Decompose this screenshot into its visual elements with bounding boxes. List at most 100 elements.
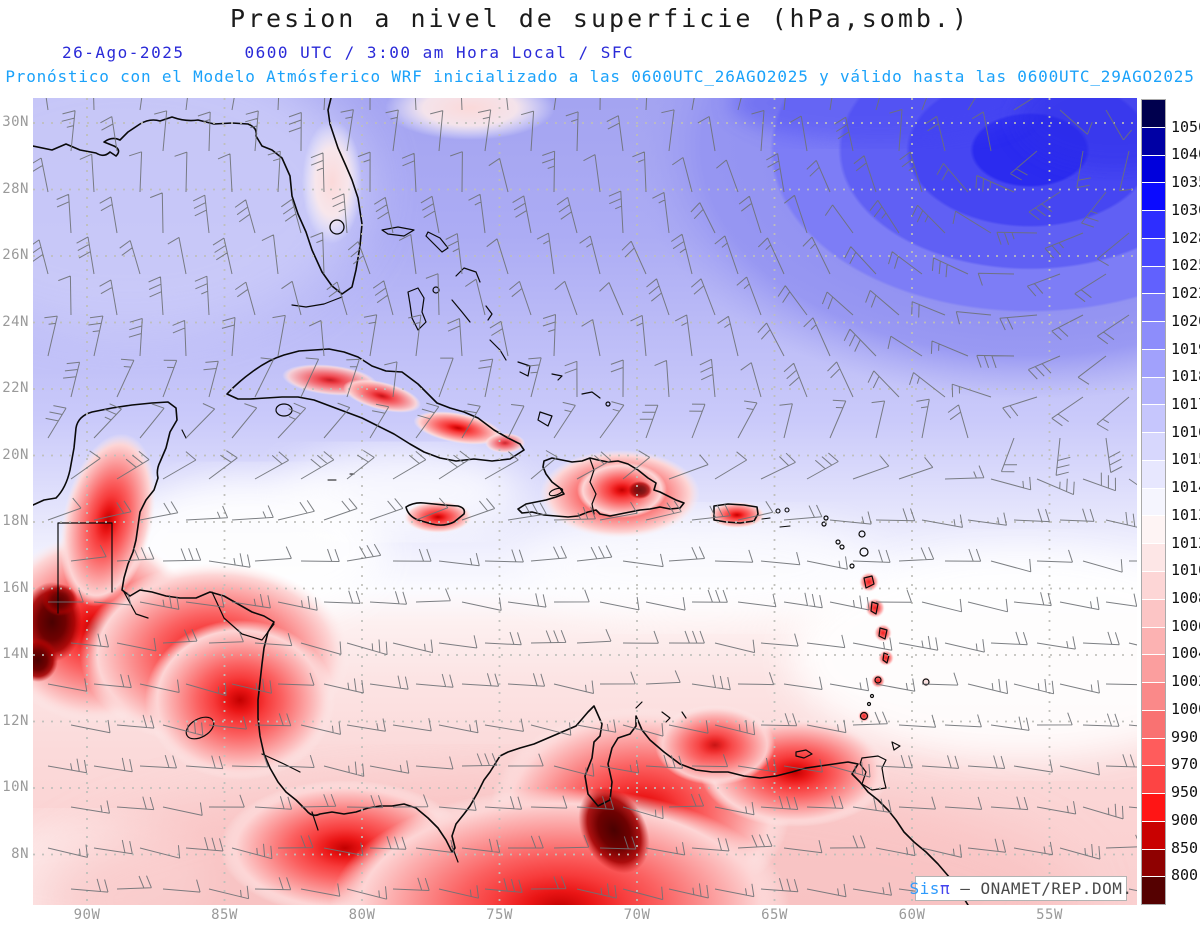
colorbar-segment — [1142, 322, 1165, 349]
lon-label: 70W — [623, 907, 651, 923]
colorbar-tick-label: 1015 — [1171, 450, 1200, 469]
pressure-colorbar — [1141, 99, 1166, 905]
coast-hispaniola — [517, 457, 685, 518]
lon-label: 65W — [761, 907, 788, 923]
colorbar-tick-label: 1013 — [1171, 505, 1200, 524]
lon-label: 85W — [211, 907, 238, 923]
page-title: Presion a nivel de superficie (hPa,somb.… — [229, 4, 971, 33]
watermark-text: – ONAMET/REP.DOM. — [950, 879, 1133, 898]
brand-sis: Sis — [909, 879, 940, 898]
colorbar-segment — [1142, 294, 1165, 322]
colorbar-segment — [1142, 849, 1165, 877]
colorbar-segment — [1142, 627, 1165, 655]
colorbar-tick-label: 1008 — [1171, 589, 1200, 608]
colorbar-segment — [1142, 349, 1165, 377]
watermark-badge: Sis π – ONAMET/REP.DOM. — [910, 876, 1132, 901]
colorbar-segment — [1142, 738, 1165, 766]
colorbar-tick-label: 1040 — [1171, 145, 1200, 164]
lat-label: 26N — [2, 247, 29, 263]
colorbar-segment — [1142, 488, 1165, 516]
run-date: 26-Ago-2025 — [62, 43, 185, 62]
borders-central-america — [57, 522, 459, 863]
colorbar-segment — [1142, 794, 1165, 821]
lat-label: 10N — [2, 779, 29, 795]
lat-label: 30N — [2, 114, 29, 130]
coastlines-layer — [33, 98, 969, 905]
colorbar-segment — [1142, 766, 1165, 794]
lat-label: 16N — [2, 579, 29, 596]
lon-label: 90W — [73, 907, 101, 923]
colorbar-segment — [1142, 433, 1165, 460]
pressure-map — [33, 98, 1137, 905]
colorbar-segment — [1142, 710, 1165, 738]
colorbar-tick-label: 1016 — [1171, 422, 1200, 441]
bahamas — [381, 226, 611, 427]
colorbar-tick-label: 1035 — [1171, 173, 1200, 192]
trinidad-tobago-abc — [635, 701, 901, 791]
lon-label: 75W — [486, 907, 513, 923]
lat-label: 12N — [2, 712, 29, 729]
colorbar-segment — [1142, 599, 1165, 627]
colorbar-tick-label: 1014 — [1171, 478, 1200, 497]
lon-label: 60W — [898, 907, 926, 923]
colorbar-segment — [1142, 238, 1165, 266]
colorbar-tick-label: 900 — [1171, 810, 1199, 829]
colorbar-tick-label: 1022 — [1171, 284, 1200, 303]
lake-nicaragua — [185, 716, 215, 740]
gonave-island — [548, 487, 564, 497]
colorbar-tick-label: 850 — [1171, 838, 1199, 857]
colorbar-segment — [1142, 266, 1165, 294]
coast-puerto-rico — [713, 503, 759, 524]
lat-label: 14N — [2, 646, 29, 662]
colorbar-segment — [1142, 100, 1165, 127]
colorbar-tick-label: 1050 — [1171, 117, 1200, 136]
pressure-shading-layer — [33, 98, 1137, 905]
colorbar-segment — [1142, 877, 1165, 905]
lon-label: 80W — [348, 907, 376, 923]
colorbar-segment — [1142, 405, 1165, 433]
colorbar-segment — [1142, 377, 1165, 405]
colorbar-tick-label: 1010 — [1171, 561, 1200, 580]
colorbar-segment — [1142, 155, 1165, 183]
colorbar-tick-label: 1006 — [1171, 616, 1200, 635]
colorbar-segment — [1142, 572, 1165, 599]
lon-label: 55W — [1036, 907, 1063, 923]
lat-label: 18N — [2, 513, 29, 529]
colorbar-tick-label: 1028 — [1171, 228, 1200, 247]
colorbar-tick-label: 1000 — [1171, 699, 1200, 718]
colorbar-segment — [1142, 683, 1165, 710]
colorbar-segment — [1142, 127, 1165, 155]
colorbar-tick-label: 970 — [1171, 755, 1199, 774]
wind-barbs-layer — [33, 98, 1137, 902]
lat-label: 28N — [2, 180, 29, 197]
colorbar-tick-label: 1017 — [1171, 394, 1200, 413]
coast-gulf-florida — [33, 98, 363, 295]
colorbar-tick-label: 1018 — [1171, 367, 1200, 386]
lat-label: 8N — [11, 845, 29, 862]
datetime-line: 26-Ago-2025 0600 UTC / 3:00 am Hora Loca… — [62, 43, 634, 62]
colorbar-segment — [1142, 655, 1165, 683]
cozumel — [181, 429, 187, 439]
lesser-antilles — [821, 515, 930, 721]
colorbar-tick-label: 950 — [1171, 783, 1199, 802]
colorbar-tick-label: 800 — [1171, 866, 1199, 885]
run-time: 0600 UTC / 3:00 am Hora Local / SFC — [244, 43, 635, 62]
colorbar-tick-label: 1025 — [1171, 256, 1200, 275]
coast-jamaica — [405, 502, 466, 526]
colorbar-tick-label: 1030 — [1171, 200, 1200, 219]
colorbar-segment — [1142, 183, 1165, 211]
colorbar-segment — [1142, 544, 1165, 572]
st-croix — [779, 525, 791, 528]
colorbar-tick-label: 990 — [1171, 727, 1199, 746]
colorbar-tick-label: 1004 — [1171, 644, 1200, 663]
low-jamaica — [404, 501, 472, 533]
colorbar-tick-label: 1020 — [1171, 311, 1200, 330]
colorbar-tick-label: 1012 — [1171, 533, 1200, 552]
lat-label: 24N — [2, 313, 29, 330]
colorbar-segment — [1142, 821, 1165, 849]
colorbar-tick-label: 1002 — [1171, 672, 1200, 691]
border-haiti-dr — [589, 458, 597, 515]
forecast-line: Pronóstico con el Modelo Atmósferico WRF… — [5, 67, 1195, 86]
lat-label: 20N — [2, 446, 29, 463]
